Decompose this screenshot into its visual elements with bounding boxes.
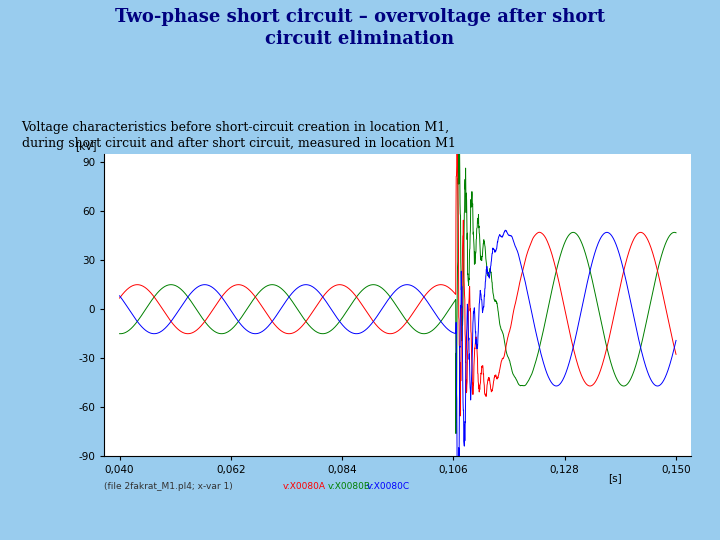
Text: Voltage characteristics before short-circuit creation in location M1,
during sho: Voltage characteristics before short-cir… bbox=[22, 122, 456, 151]
Text: (file 2fakrat_M1.pl4; x-var 1): (file 2fakrat_M1.pl4; x-var 1) bbox=[104, 482, 239, 491]
Text: [kV]: [kV] bbox=[75, 141, 96, 151]
Text: Two-phase short circuit – overvoltage after short
circuit elimination: Two-phase short circuit – overvoltage af… bbox=[115, 8, 605, 48]
Text: v:X0080B: v:X0080B bbox=[328, 482, 371, 491]
Text: [s]: [s] bbox=[608, 473, 621, 483]
Text: v:X0080A: v:X0080A bbox=[283, 482, 326, 491]
Text: v:X0080C: v:X0080C bbox=[367, 482, 410, 491]
